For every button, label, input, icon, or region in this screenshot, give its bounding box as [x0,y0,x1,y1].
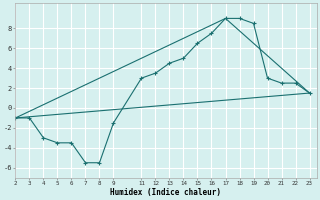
X-axis label: Humidex (Indice chaleur): Humidex (Indice chaleur) [110,188,221,197]
